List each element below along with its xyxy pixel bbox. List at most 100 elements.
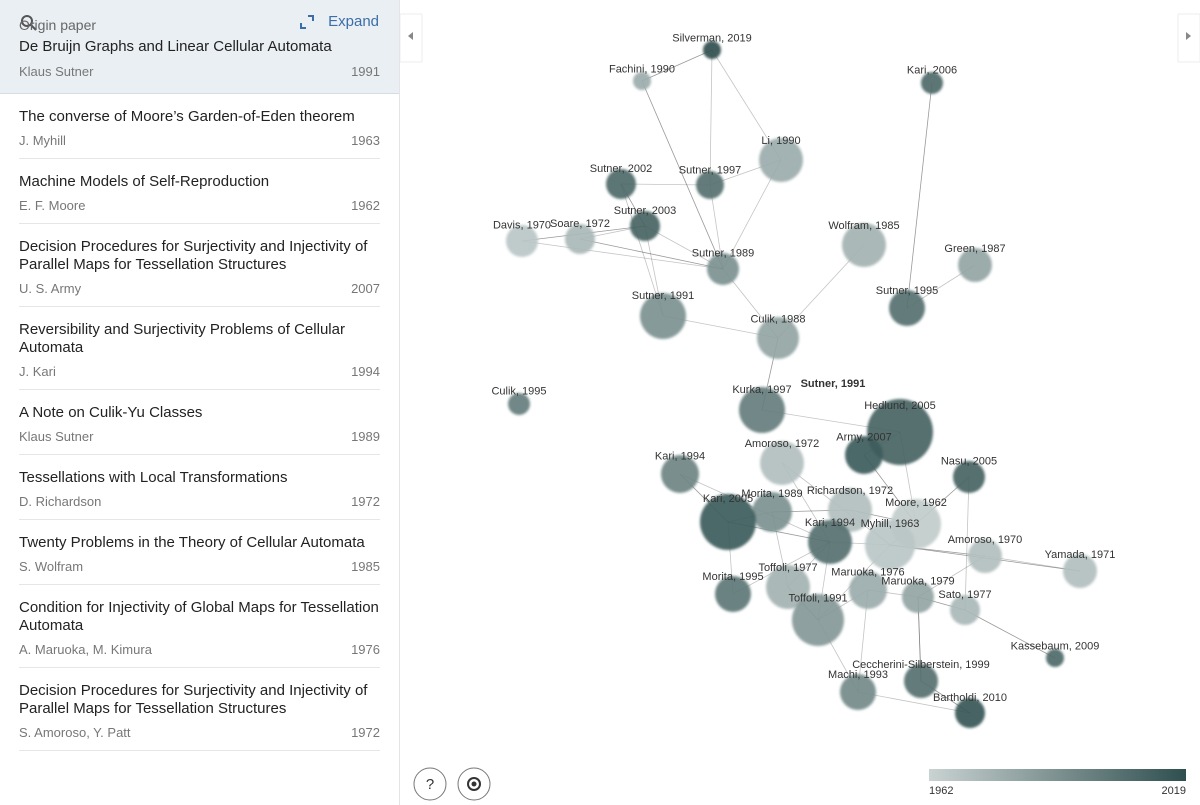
- paper-item[interactable]: Condition for Injectivity of Global Maps…: [19, 585, 380, 668]
- paper-node[interactable]: [842, 223, 886, 267]
- edge: [641, 80, 724, 270]
- paper-node[interactable]: [950, 595, 980, 625]
- paper-node[interactable]: [506, 225, 538, 257]
- paper-node[interactable]: [766, 565, 810, 609]
- legend-max: 2019: [1162, 785, 1186, 797]
- collapse-right[interactable]: [1177, 13, 1200, 63]
- paper-node[interactable]: [828, 488, 872, 532]
- paper-authors: S. Wolfram: [19, 559, 84, 574]
- expand-button[interactable]: Expand: [328, 13, 379, 30]
- origin-authors: Klaus Sutner: [19, 64, 94, 79]
- paper-year: 1963: [351, 133, 380, 148]
- paper-node[interactable]: [867, 399, 933, 465]
- paper-item[interactable]: Twenty Problems in the Theory of Cellula…: [19, 520, 380, 585]
- edge: [620, 183, 664, 317]
- paper-title: Tessellations with Local Transformations: [19, 469, 288, 486]
- paper-node[interactable]: [904, 664, 938, 698]
- paper-authors: S. Amoroso, Y. Patt: [19, 725, 131, 740]
- node-label: Yamada, 1971: [1045, 549, 1116, 561]
- paper-item[interactable]: Tessellations with Local Transformations…: [19, 455, 380, 520]
- paper-node[interactable]: [958, 248, 992, 282]
- node-label: Sutner, 1991: [632, 290, 694, 302]
- paper-node[interactable]: [696, 171, 724, 199]
- edge: [964, 476, 970, 611]
- node-label: Davis, 1970: [493, 219, 551, 231]
- paper-node[interactable]: [1063, 554, 1097, 588]
- paper-node[interactable]: [759, 138, 803, 182]
- paper-node[interactable]: [845, 436, 883, 474]
- paper-item[interactable]: Decision Procedures for Surjectivity and…: [19, 224, 380, 307]
- paper-node[interactable]: [565, 224, 595, 254]
- node-label: Fachini, 1990: [609, 64, 675, 76]
- paper-node[interactable]: [955, 698, 985, 728]
- paper-item[interactable]: The converse of Moore’s Garden-of-Eden t…: [19, 94, 380, 159]
- paper-title: Twenty Problems in the Theory of Cellula…: [19, 534, 365, 551]
- paper-node[interactable]: [808, 520, 852, 564]
- node-label: Kari, 1994: [655, 451, 705, 463]
- origin-paper[interactable]: Origin paper Expand De Bruijn Graphs and…: [0, 0, 399, 94]
- node-label: Kari, 2006: [907, 64, 957, 76]
- paper-list-panel: Origin paper Expand De Bruijn Graphs and…: [0, 0, 400, 805]
- search-icon[interactable]: [20, 14, 38, 32]
- paper-item[interactable]: Decision Procedures for Surjectivity and…: [19, 668, 380, 751]
- paper-node[interactable]: [760, 441, 804, 485]
- node-label: Toffoli, 1977: [758, 562, 817, 574]
- paper-item[interactable]: A Note on Culik-Yu Classes Klaus Sutner 1…: [19, 390, 380, 455]
- paper-node[interactable]: [633, 72, 651, 90]
- paper-item[interactable]: Reversibility and Surjectivity Problems …: [19, 307, 380, 390]
- paper-node[interactable]: [792, 594, 844, 646]
- center-dot: [471, 781, 477, 787]
- paper-item[interactable]: Machine Models of Self-Reproduction E. F…: [19, 159, 380, 224]
- paper-node[interactable]: [849, 571, 887, 609]
- paper-node[interactable]: [630, 211, 660, 241]
- expand-icon[interactable]: [300, 15, 314, 29]
- node-label: Sato, 1977: [938, 589, 991, 601]
- edge: [964, 609, 1056, 659]
- paper-node[interactable]: [865, 520, 915, 570]
- paper-year: 1972: [351, 494, 380, 509]
- paper-node[interactable]: [752, 492, 792, 532]
- paper-node[interactable]: [921, 72, 943, 94]
- paper-node[interactable]: [757, 317, 799, 359]
- help-button[interactable]: [413, 767, 447, 801]
- node-label: Morita, 1995: [702, 571, 763, 583]
- arrow-right: [1186, 32, 1191, 40]
- paper-node[interactable]: [889, 290, 925, 326]
- paper-node[interactable]: [703, 41, 721, 59]
- paper-node[interactable]: [968, 539, 1002, 573]
- paper-node[interactable]: [739, 387, 785, 433]
- paper-year: 1989: [351, 429, 380, 444]
- paper-node[interactable]: [840, 674, 876, 710]
- edge: [709, 49, 713, 186]
- graph: Silverman, 2019 Fachini, 1990 Kari, 2006 Li…: [400, 13, 1200, 801]
- paper-node[interactable]: [700, 494, 756, 550]
- paper-node[interactable]: [707, 253, 739, 285]
- paper-year: 1972: [351, 725, 380, 740]
- node-label: Maruoka, 1979: [881, 575, 954, 587]
- paper-authors: E. F. Moore: [19, 198, 86, 213]
- node-label: Richardson, 1972: [807, 485, 893, 497]
- paper-node[interactable]: [661, 455, 699, 493]
- node-label: Sutner, 1989: [692, 247, 754, 259]
- edge: [521, 240, 724, 270]
- paper-node[interactable]: [640, 293, 686, 339]
- node-label: Wolfram, 1985: [828, 220, 899, 232]
- node-label: Myhill, 1963: [861, 518, 920, 530]
- paper-node[interactable]: [902, 581, 934, 613]
- paper-node[interactable]: [1046, 649, 1064, 667]
- node-label: Culik, 1988: [750, 313, 805, 325]
- paper-node[interactable]: [953, 461, 985, 493]
- node-label: Kurka, 1997: [732, 384, 791, 396]
- paper-title: Machine Models of Self-Reproduction: [19, 173, 270, 190]
- node-label: Maruoka, 1976: [831, 567, 904, 579]
- paper-authors: U. S. Army: [19, 281, 82, 296]
- paper-node[interactable]: [508, 393, 530, 415]
- paper-title: Condition for Injectivity of Global Maps…: [19, 599, 379, 634]
- paper-year: 1976: [351, 642, 380, 657]
- node-label: Toffoli, 1991: [788, 592, 847, 604]
- node-label: Li, 1990: [761, 135, 800, 147]
- paper-title: Decision Procedures for Surjectivity and…: [19, 238, 368, 273]
- paper-node[interactable]: [606, 169, 636, 199]
- paper-node[interactable]: [715, 576, 751, 612]
